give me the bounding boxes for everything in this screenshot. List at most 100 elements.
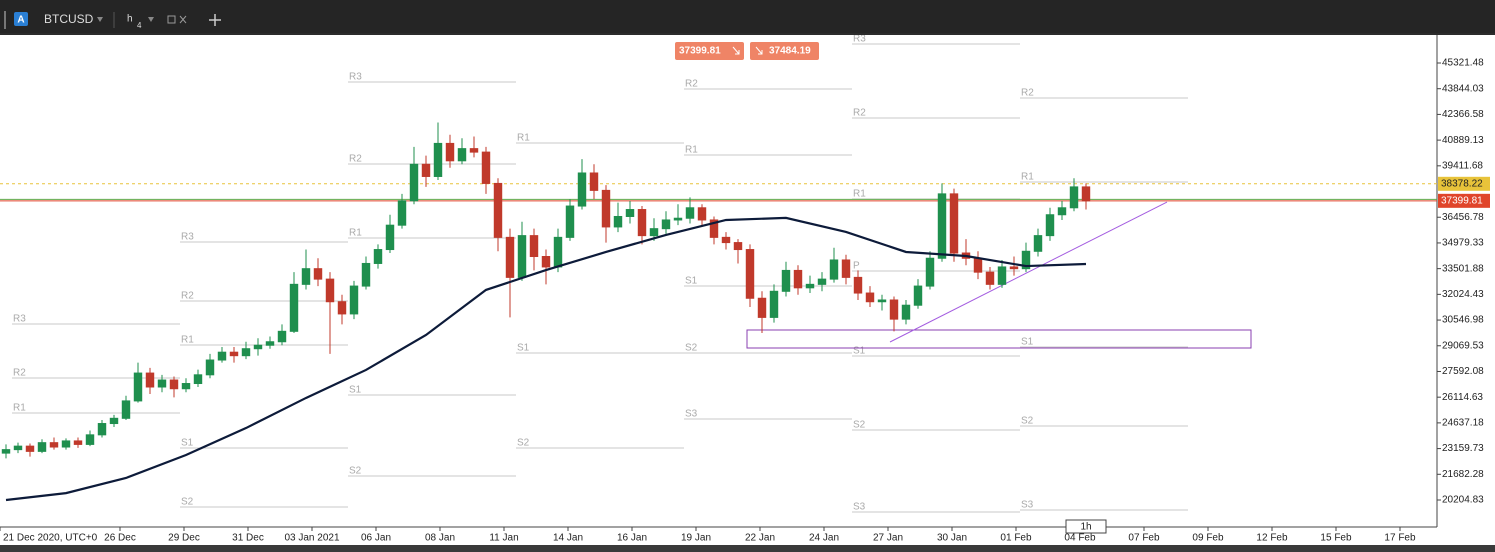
- candle-body: [169, 379, 179, 390]
- add-tab[interactable]: [209, 14, 221, 26]
- price-tag: [1438, 193, 1490, 208]
- pivot-label: R2: [181, 291, 194, 302]
- candle-body: [49, 442, 59, 448]
- y-tick-label: 40889.13: [1442, 135, 1484, 146]
- price-tag-label: 38378.22: [1441, 178, 1483, 189]
- candle-body: [673, 217, 683, 221]
- candle-body: [61, 440, 71, 448]
- trendline: [889, 201, 1168, 343]
- candle-body: [805, 283, 815, 289]
- price-tag-label: 37399.81: [1441, 195, 1483, 206]
- detach-icon[interactable]: [167, 15, 176, 24]
- candle-body: [853, 276, 863, 294]
- symbol[interactable]: BTCUSD: [44, 12, 94, 26]
- pivot-label: R1: [685, 145, 698, 156]
- candle-body: [589, 172, 599, 191]
- candle-body: [637, 209, 647, 237]
- candle-body: [481, 151, 491, 184]
- pivot-label: S1: [685, 276, 698, 287]
- candle-body: [469, 148, 479, 153]
- pivot-label: S2: [517, 438, 530, 449]
- quote-badge[interactable]: [750, 42, 819, 60]
- x-tick-label: 24 Jan: [809, 533, 839, 544]
- candle-body: [1033, 235, 1043, 252]
- quote-badge[interactable]: [675, 42, 744, 60]
- y-tick-label: 30546.98: [1442, 315, 1484, 326]
- candle-body: [889, 299, 899, 320]
- y-tick-label: 26114.63: [1442, 392, 1483, 403]
- pivot-label: R1: [853, 189, 866, 200]
- candle-body: [745, 249, 755, 299]
- candle-body: [517, 235, 527, 278]
- candle-body: [877, 299, 887, 303]
- candle-body: [733, 242, 743, 251]
- candle-body: [649, 228, 659, 237]
- candle-body: [973, 257, 983, 273]
- candle-body: [25, 445, 35, 452]
- pivot-label: P: [853, 261, 860, 272]
- y-tick-label: 39411.68: [1442, 160, 1483, 171]
- candle-body: [181, 383, 191, 390]
- pivot-label: S1: [1021, 337, 1034, 348]
- status-strip: [0, 545, 1495, 552]
- pivot-label: R3: [181, 232, 194, 243]
- candle-body: [133, 372, 143, 402]
- candle-body: [349, 285, 359, 315]
- y-tick-label: 33501.88: [1442, 263, 1484, 274]
- candle-body: [601, 189, 611, 228]
- x-tick-label: 06 Jan: [361, 533, 391, 544]
- candle-body: [901, 304, 911, 320]
- candle-body: [985, 271, 995, 285]
- candle-body: [85, 434, 95, 445]
- pivot-label: R2: [349, 154, 362, 165]
- candle-body: [373, 249, 383, 264]
- candle-body: [565, 205, 575, 238]
- candle-body: [829, 259, 839, 280]
- x-tick-label: 21 Dec 2020, UTC+0: [3, 533, 98, 544]
- pivot-label: R2: [685, 79, 698, 90]
- pivot-label: S3: [853, 502, 866, 513]
- y-tick-label: 29069.53: [1442, 340, 1484, 351]
- axes: 45321.48 43844.03 42366.58 40889.13 39411.68…: [0, 58, 1490, 544]
- x-tick-label: 31 Dec: [232, 533, 264, 544]
- pivot-label: R2: [1021, 88, 1034, 99]
- pivot-label: S3: [1021, 500, 1034, 511]
- candle-body: [769, 290, 779, 318]
- candle-body: [505, 236, 515, 278]
- candle-body: [73, 440, 83, 445]
- symbol-dropdown[interactable]: [97, 17, 103, 22]
- pivot-label: R3: [349, 72, 362, 83]
- x-tick-label: 11 Jan: [489, 533, 518, 544]
- candle-body: [433, 142, 443, 177]
- quote-arrow: [732, 46, 740, 55]
- x-tick-label: 26 Dec: [104, 533, 136, 544]
- y-tick-label: 27592.08: [1442, 366, 1484, 377]
- cursor-label: 1h: [1080, 522, 1091, 533]
- candle-body: [817, 278, 827, 285]
- candle-body: [229, 351, 239, 357]
- pivot-label: R1: [349, 228, 362, 239]
- y-tick-label: 43844.03: [1442, 83, 1484, 94]
- candle-body: [937, 193, 947, 259]
- y-tick-label: 34979.33: [1442, 238, 1484, 249]
- x-tick-label: 14 Jan: [553, 533, 583, 544]
- candle-body: [37, 442, 47, 452]
- y-tick-label: 45321.48: [1442, 58, 1484, 69]
- pivot-label: S1: [349, 385, 362, 396]
- candle-body: [793, 269, 803, 289]
- candle-body: [541, 256, 551, 268]
- candle-body: [109, 417, 119, 425]
- pivot-label: R1: [181, 335, 194, 346]
- close-icon[interactable]: [179, 15, 187, 24]
- candle-body: [865, 292, 875, 303]
- symbol-icon-box[interactable]: [14, 12, 28, 26]
- candle-body: [289, 283, 299, 332]
- timeframe-dropdown[interactable]: [148, 17, 154, 22]
- candle-body: [1021, 250, 1031, 270]
- candle-body: [781, 269, 791, 292]
- candle-body: [925, 257, 935, 287]
- y-tick-label: 24637.18: [1442, 418, 1484, 429]
- quote-badge-label: 37484.19: [769, 46, 811, 57]
- timeframe[interactable]: h: [127, 14, 133, 25]
- candle-body: [913, 285, 923, 306]
